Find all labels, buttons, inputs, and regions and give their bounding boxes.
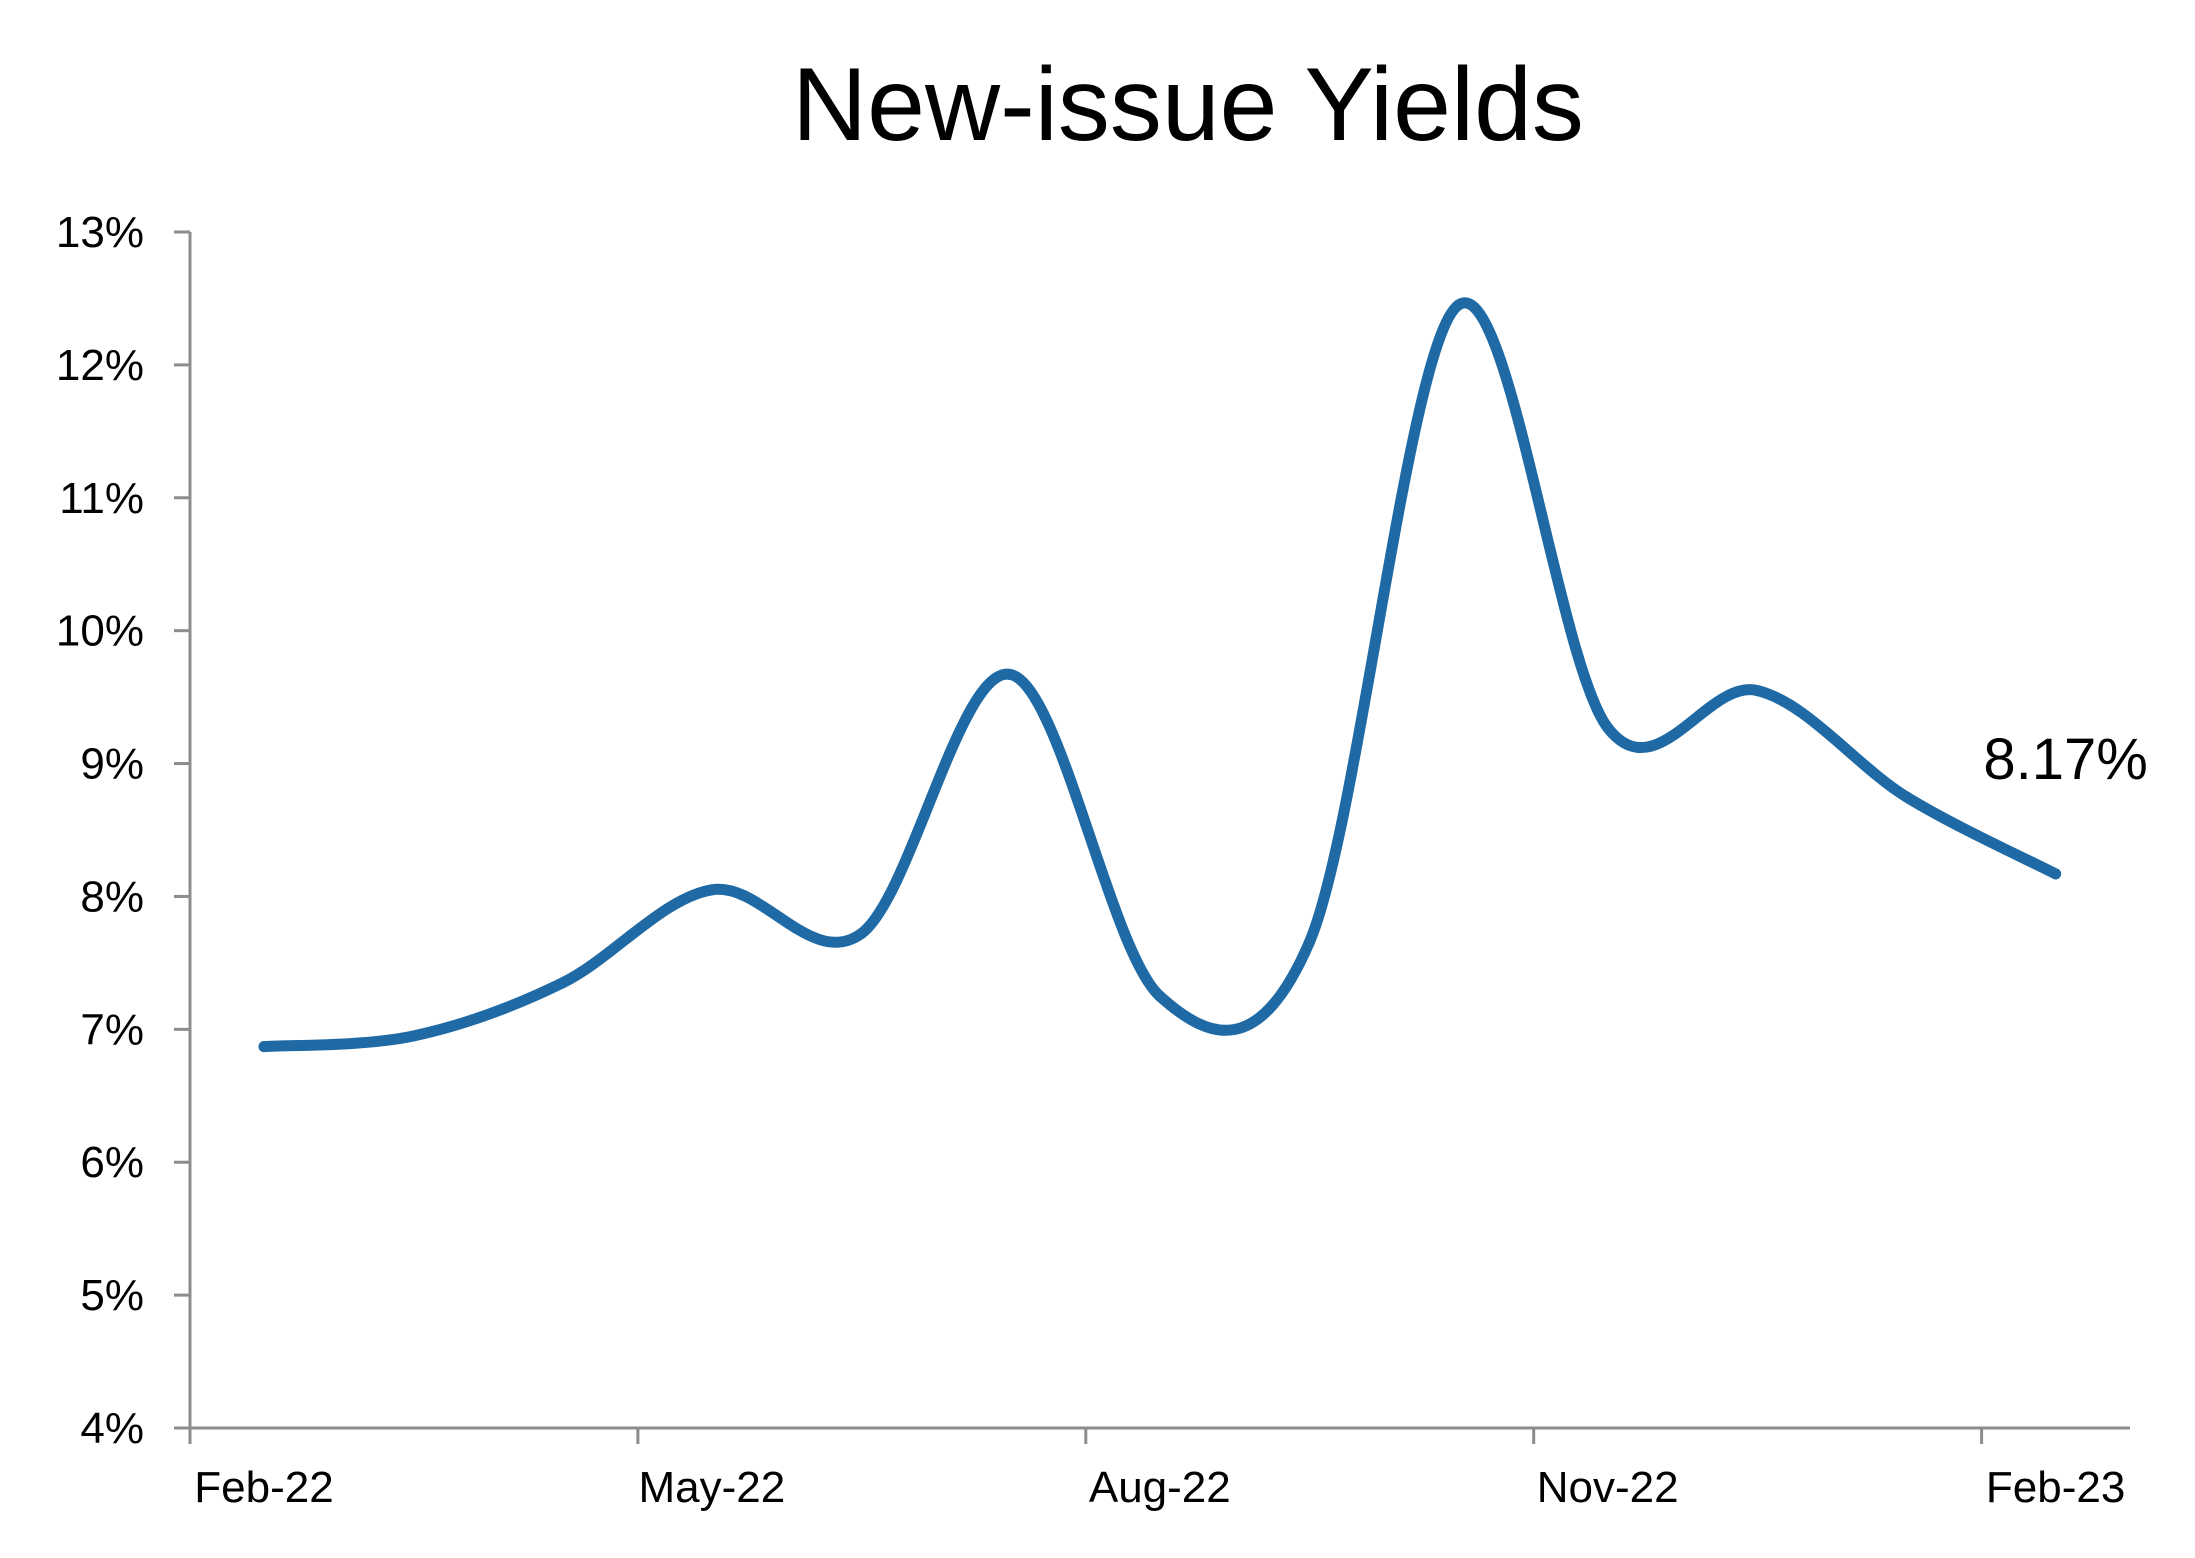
data-point — [855, 928, 867, 940]
data-point — [1900, 791, 1912, 803]
axes — [188, 232, 2130, 1430]
data-point — [1303, 937, 1315, 949]
data-point — [2050, 868, 2062, 880]
data-point — [557, 977, 569, 989]
chart-title: New-issue Yields — [792, 47, 1584, 163]
data-point — [1154, 990, 1166, 1002]
data-point — [1452, 299, 1464, 311]
y-tick-label: 8% — [80, 872, 144, 921]
y-axis-ticks: 4% 5% 6% 7% 8% 9% 10% 11% 12% 13% — [56, 208, 190, 1453]
y-tick-label: 11% — [59, 474, 144, 523]
data-point — [258, 1041, 270, 1053]
y-tick-label: 5% — [80, 1271, 144, 1320]
y-tick-label: 7% — [80, 1005, 144, 1054]
data-point — [1602, 722, 1614, 734]
x-tick-label: Aug-22 — [1089, 1463, 1231, 1512]
series-line — [258, 297, 2062, 1053]
data-points — [258, 299, 2062, 1053]
y-tick-label: 4% — [80, 1404, 144, 1453]
data-point — [706, 884, 718, 896]
y-tick-label: 10% — [56, 607, 144, 656]
y-tick-label: 9% — [80, 740, 144, 789]
x-tick-label: May-22 — [639, 1463, 786, 1512]
y-tick-label: 6% — [80, 1138, 144, 1187]
x-tick-label: Feb-23 — [1986, 1463, 2125, 1512]
x-axis-ticks: Feb-22 May-22 Aug-22 Nov-22 Feb-23 — [188, 1428, 2125, 1512]
y-tick-label: 13% — [56, 208, 144, 257]
x-tick-label: Feb-22 — [194, 1463, 333, 1512]
y-tick-label: 12% — [56, 341, 144, 390]
last-value-label: 8.17% — [1983, 727, 2147, 792]
x-tick-label: Nov-22 — [1537, 1463, 1679, 1512]
data-point — [1005, 669, 1016, 681]
series-layer — [258, 297, 2062, 1053]
data-point — [1751, 684, 1763, 696]
data-point — [407, 1030, 419, 1042]
